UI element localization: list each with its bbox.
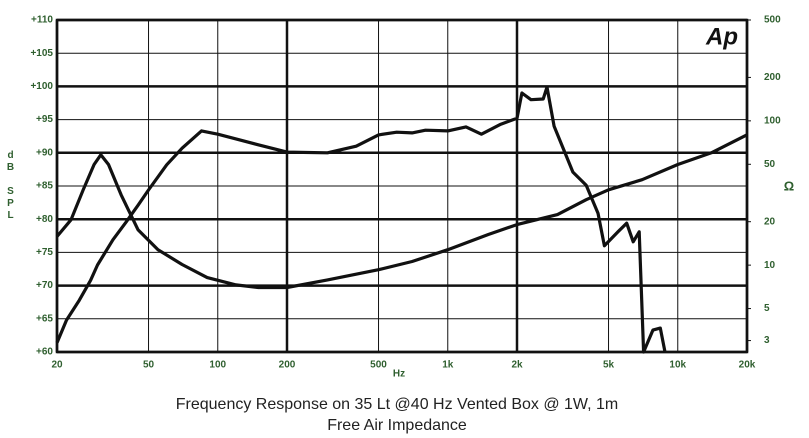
y-tick-label: +95: [36, 114, 53, 125]
y2-tick-label: 500: [764, 15, 781, 26]
caption: Free Air Impedance: [327, 417, 467, 434]
y2-tick-label: 20: [764, 216, 776, 227]
logo: Ap: [705, 23, 738, 50]
series-line: [55, 133, 748, 290]
y-tick-label: +105: [30, 48, 53, 59]
y-tick-label: +75: [36, 247, 53, 258]
y-tick-label: +90: [36, 147, 53, 158]
y-tick-label: +85: [36, 181, 53, 192]
y-tick-label: +70: [36, 280, 53, 291]
series-line: [55, 85, 667, 354]
x-tick-label: 20: [51, 360, 63, 371]
plot-frame: [55, 18, 749, 354]
y2-tick-label: 200: [764, 72, 781, 83]
x-tick-label: 500: [370, 360, 387, 371]
x-tick-label: 20k: [739, 360, 756, 371]
x-axis-label: Hz: [393, 369, 405, 380]
y-axis-label: dB SPL: [5, 150, 16, 222]
x-tick-label: 200: [279, 360, 296, 371]
y2-tick-label: 3: [764, 335, 770, 346]
y2-axis-label: Ω: [784, 178, 794, 193]
x-tick-label: 50: [143, 360, 155, 371]
y2-tick-label: 50: [764, 159, 776, 170]
y2-tick-label: 5: [764, 303, 770, 314]
y2-tick-label: 100: [764, 115, 781, 126]
x-tick-label: 1k: [442, 360, 454, 371]
y-tick-label: +65: [36, 313, 53, 324]
y-tick-label: +110: [31, 15, 53, 26]
x-tick-label: 5k: [603, 360, 615, 371]
x-tick-label: 10k: [669, 360, 686, 371]
y-tick-label: +80: [36, 214, 53, 225]
y-tick-label: +100: [30, 81, 53, 92]
y-tick-label: +60: [36, 347, 53, 358]
caption: Frequency Response on 35 Lt @40 Hz Vente…: [176, 396, 619, 413]
y2-tick-label: 10: [764, 260, 776, 271]
x-tick-label: 2k: [511, 360, 523, 371]
x-tick-label: 100: [209, 360, 226, 371]
